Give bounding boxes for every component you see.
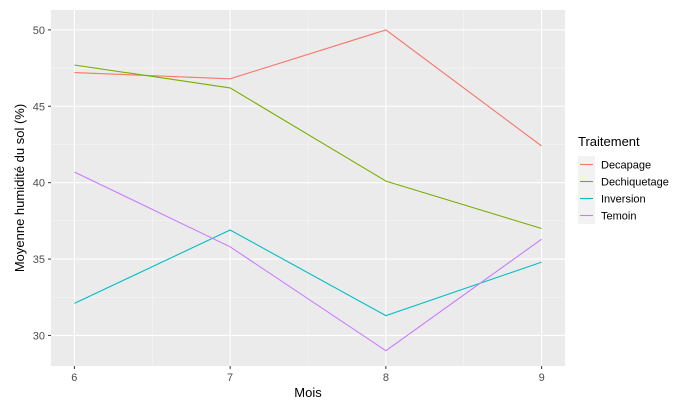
- y-tick-label: 35: [33, 254, 45, 266]
- legend-label: Dechiquetage: [601, 177, 669, 189]
- x-axis-title: Mois: [294, 385, 322, 400]
- grid-major: [51, 10, 565, 366]
- legend: Traitement Decapage Dechiquetage Inversion…: [578, 134, 669, 224]
- legend-label: Decapage: [601, 160, 651, 172]
- y-tick-label: 30: [33, 330, 45, 342]
- y-axis: 30 35 40 45 50: [33, 25, 51, 342]
- y-tick-label: 45: [33, 101, 45, 113]
- y-tick-label: 40: [33, 178, 45, 190]
- x-axis: 6 7 8 9: [71, 366, 545, 384]
- x-tick-label: 8: [383, 372, 389, 384]
- y-tick-label: 50: [33, 25, 45, 37]
- legend-label: Inversion: [601, 194, 646, 206]
- series-line-temoin: [74, 171, 542, 352]
- x-tick-label: 7: [227, 372, 233, 384]
- series-line-decapage: [74, 29, 542, 147]
- series-line-inversion: [74, 229, 542, 317]
- x-tick-label: 6: [71, 372, 77, 384]
- legend-title: Traitement: [578, 134, 640, 149]
- x-tick-label: 9: [539, 372, 545, 384]
- series-lines: [74, 29, 542, 352]
- series-line-dechiquetage: [74, 64, 542, 230]
- legend-label: Temoin: [601, 211, 636, 223]
- grid-minor: [51, 10, 565, 366]
- y-axis-title: Moyenne humidité du sol (%): [12, 104, 27, 272]
